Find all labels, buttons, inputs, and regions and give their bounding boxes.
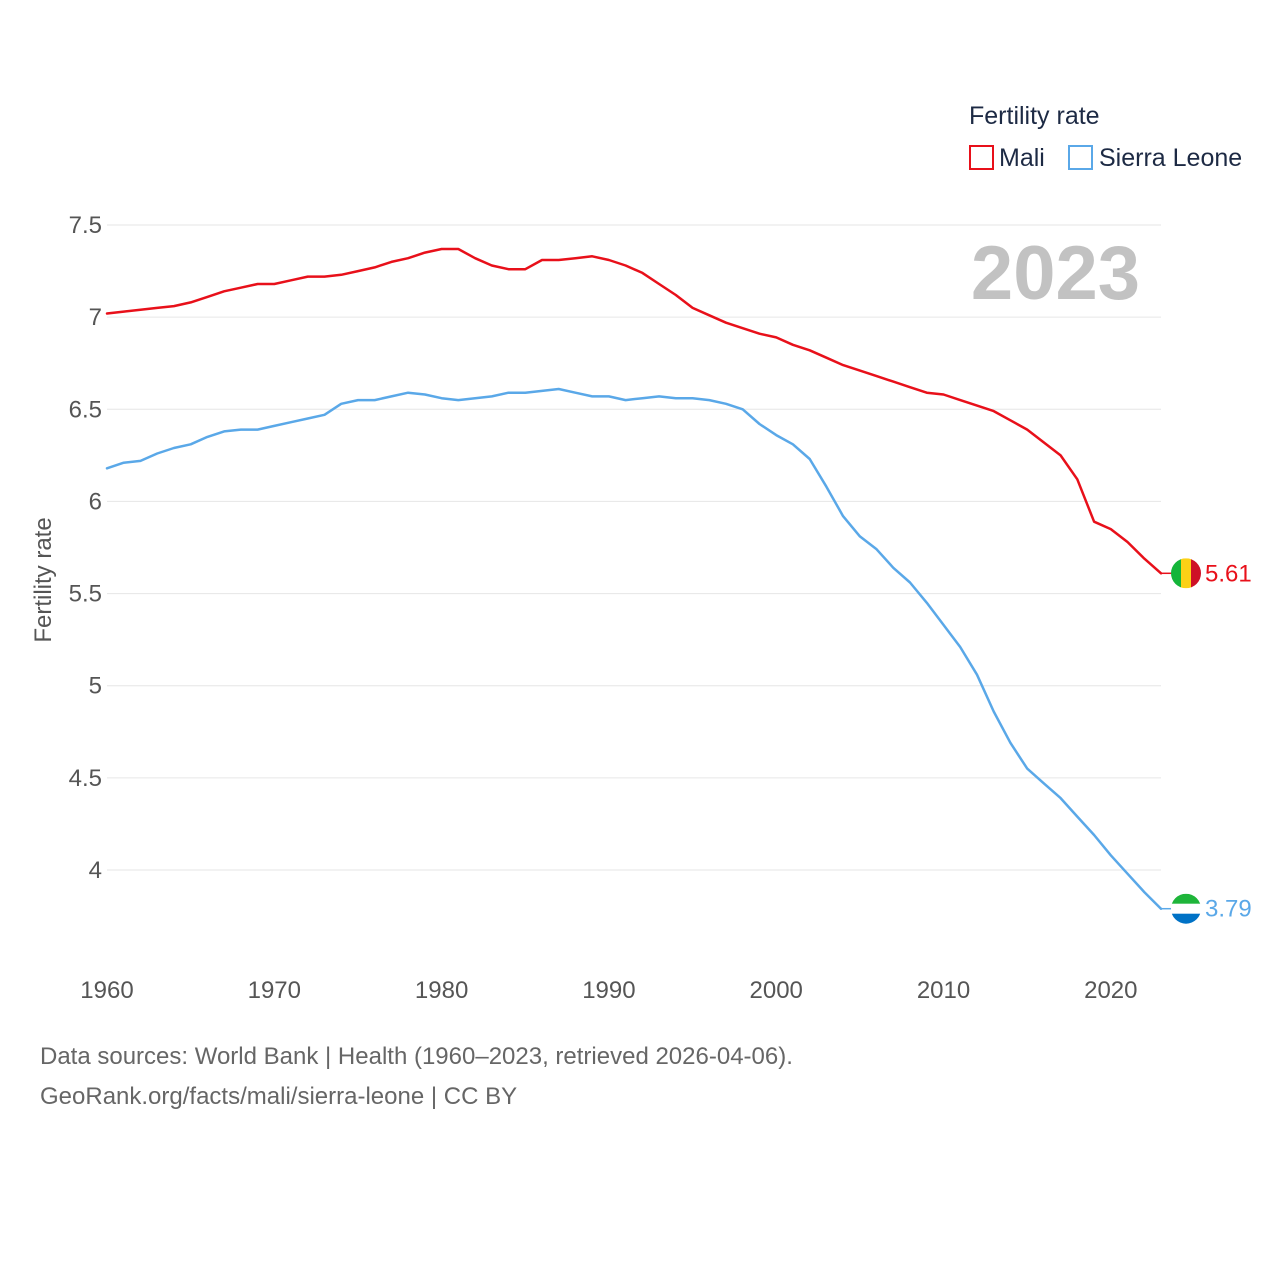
flag-icon-sierra-leone	[1171, 893, 1201, 924]
year-display: 2023	[971, 231, 1140, 316]
y-tick-label: 5	[89, 673, 102, 700]
y-tick-label: 6	[89, 488, 102, 515]
series-end-markers: 5.61 3.79	[1161, 558, 1252, 924]
end-value-label: 3.79	[1205, 896, 1252, 923]
legend-label: Sierra Leone	[1099, 144, 1242, 172]
footer-attribution: GeoRank.org/facts/mali/sierra-leone | CC…	[40, 1083, 518, 1110]
grid-lines	[107, 224, 1161, 871]
y-axis-ticks: 7.5 7 6.5 6 5.5 5 4.5 4	[69, 212, 102, 884]
legend: Fertility rate Mali Sierra Leone	[969, 102, 1242, 172]
y-tick-label: 6.5	[69, 396, 102, 423]
legend-title: Fertility rate	[969, 102, 1100, 130]
x-axis-ticks: 1960 1970 1980 1990 2000 2010 2020	[80, 977, 1137, 1004]
end-value-label: 5.61	[1205, 560, 1252, 587]
x-tick-label: 2010	[917, 977, 970, 1004]
series-line-mali	[105, 247, 1163, 575]
y-tick-label: 7	[89, 304, 102, 331]
y-axis-label: Fertility rate	[30, 517, 57, 642]
series-line-sierra-leone	[105, 387, 1163, 910]
y-tick-label: 7.5	[69, 212, 102, 239]
flag-icon-mali	[1171, 558, 1201, 589]
x-tick-label: 1980	[415, 977, 468, 1004]
x-tick-label: 2020	[1084, 977, 1137, 1004]
series-lines	[105, 247, 1163, 910]
y-tick-label: 5.5	[69, 581, 102, 608]
line-chart: 7.5 7 6.5 6 5.5 5 4.5 4 1960 1970 1980 1990 2000 201…	[30, 102, 1252, 1004]
legend-swatch	[969, 145, 994, 170]
legend-swatch	[1068, 145, 1093, 170]
y-tick-label: 4	[89, 857, 102, 884]
x-tick-label: 2000	[750, 977, 803, 1004]
y-tick-label: 4.5	[69, 765, 102, 792]
legend-label: Mali	[999, 144, 1045, 172]
x-tick-label: 1990	[582, 977, 635, 1004]
x-tick-label: 1970	[248, 977, 301, 1004]
footer-sources: Data sources: World Bank | Health (1960–…	[40, 1043, 793, 1070]
x-tick-label: 1960	[80, 977, 133, 1004]
